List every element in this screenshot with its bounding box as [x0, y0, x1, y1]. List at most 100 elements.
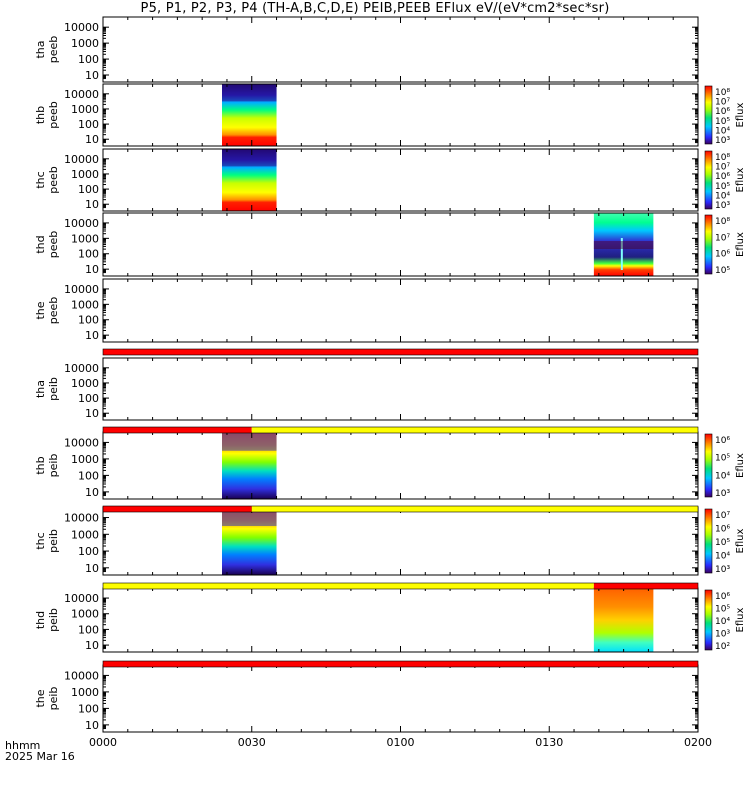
y-tick-label: 10 — [85, 562, 99, 575]
colorbar-tick-label: 10³ — [715, 201, 730, 211]
panel-product-label: peeb — [47, 297, 60, 325]
y-tick-label: 10 — [85, 133, 99, 146]
colorbar-label: Eflux — [735, 167, 746, 192]
y-tick-label: 100 — [78, 248, 99, 261]
y-tick-label: 1000 — [71, 168, 99, 181]
colorbar-tick-label: 10⁷ — [715, 511, 730, 521]
panel-product-label: peib — [47, 454, 60, 478]
y-tick-label: 100 — [78, 702, 99, 715]
colorbar — [704, 214, 713, 275]
colorbar-tick-label: 10² — [715, 642, 730, 652]
panel-frame — [102, 431, 699, 500]
spectrogram-noise — [222, 84, 277, 102]
colorbar — [704, 85, 713, 145]
y-tick-label: 10000 — [64, 153, 99, 166]
panel-product-label: peib — [47, 687, 60, 711]
y-tick-label: 1000 — [71, 453, 99, 466]
quality-bar-segment — [251, 506, 698, 512]
spectrogram-noise — [222, 432, 277, 451]
y-tick-label: 1000 — [71, 298, 99, 311]
panel-product-label: peib — [47, 377, 60, 401]
y-tick-label: 10 — [85, 407, 99, 420]
y-tick-label: 10 — [85, 639, 99, 652]
colorbar — [704, 589, 713, 651]
colorbar-tick-label: 10⁴ — [715, 126, 730, 136]
colorbar-tick-label: 10⁶ — [715, 250, 730, 260]
quality-bar-segment — [103, 427, 252, 433]
quality-bar-segment — [103, 506, 252, 512]
colorbar-tick-label: 10⁷ — [715, 163, 730, 173]
y-tick-label: 100 — [78, 545, 99, 558]
y-tick-label: 10 — [85, 719, 99, 732]
panel-probe-label: the — [34, 689, 47, 707]
panel-frame — [102, 16, 699, 83]
panel-frame — [102, 357, 699, 421]
y-tick-label: 1000 — [71, 528, 99, 541]
panel-frame — [102, 664, 699, 733]
quality-bar-frame — [102, 426, 699, 434]
y-tick-label: 1000 — [71, 377, 99, 390]
panel-product-label: peib — [47, 608, 60, 632]
colorbar-tick-label: 10⁶ — [715, 172, 730, 182]
panel-product-label: peeb — [47, 166, 60, 194]
y-tick-label: 1000 — [71, 686, 99, 699]
panel-probe-label: tha — [34, 40, 47, 58]
colorbar-tick-label: 10⁵ — [715, 117, 730, 127]
panel-probe-label: thd — [34, 235, 47, 253]
spectrogram-block — [593, 588, 654, 652]
y-tick-label: 100 — [78, 623, 99, 636]
colorbar-tick-label: 10⁵ — [715, 266, 730, 276]
y-tick-label: 10000 — [64, 217, 99, 230]
y-tick-label: 100 — [78, 183, 99, 196]
colorbar-tick-label: 10⁷ — [715, 98, 730, 108]
colorbar — [704, 433, 713, 498]
y-tick-label: 100 — [78, 118, 99, 131]
panel-frame — [102, 278, 699, 343]
y-tick-label: 10000 — [64, 362, 99, 375]
panel-frame — [102, 506, 699, 576]
y-tick-label: 1000 — [71, 232, 99, 245]
y-tick-label: 100 — [78, 53, 99, 66]
colorbar-tick-label: 10⁸ — [715, 153, 730, 163]
y-tick-label: 10 — [85, 198, 99, 211]
panel-frame — [102, 83, 699, 147]
y-tick-label: 10 — [85, 69, 99, 82]
date-label: 2025 Mar 16 — [5, 750, 75, 763]
colorbar-tick-label: 10⁵ — [715, 538, 730, 548]
colorbar-tick-label: 10³ — [715, 565, 730, 575]
y-tick-label: 10 — [85, 486, 99, 499]
colorbar-tick-label: 10⁶ — [715, 592, 730, 602]
y-tick-label: 100 — [78, 314, 99, 327]
colorbar — [704, 508, 713, 574]
y-tick-label: 1000 — [71, 103, 99, 116]
colorbar-tick-label: 10³ — [715, 136, 730, 146]
panel-product-label: peib — [47, 529, 60, 553]
spectrogram-band — [593, 241, 654, 249]
quality-bar-segment — [103, 583, 594, 589]
y-tick-label: 10 — [85, 263, 99, 276]
colorbar-tick-label: 10⁴ — [715, 191, 730, 201]
colorbar-tick-label: 10⁶ — [715, 436, 730, 446]
colorbar-label: Eflux — [735, 232, 746, 257]
colorbar-tick-label: 10³ — [715, 630, 730, 640]
quality-bar-segment — [103, 349, 698, 355]
panel-probe-label: thd — [34, 611, 47, 629]
spectrogram-noise — [222, 149, 277, 167]
y-tick-label: 10000 — [64, 88, 99, 101]
panel-product-label: peeb — [47, 101, 60, 129]
time-unit-label: hhmm — [5, 739, 41, 752]
panel-frame — [102, 148, 699, 212]
colorbar-tick-label: 10³ — [715, 489, 730, 499]
quality-bar-frame — [102, 582, 699, 590]
colorbar-tick-label: 10⁸ — [715, 217, 730, 227]
panel-probe-label: thc — [34, 171, 47, 188]
panel-probe-label: thb — [34, 456, 47, 474]
colorbar-tick-label: 10⁷ — [715, 233, 730, 243]
colorbar-label: Eflux — [735, 453, 746, 478]
x-tick-label: 0100 — [387, 736, 415, 749]
colorbar-tick-label: 10⁵ — [715, 454, 730, 464]
colorbar-label: Eflux — [735, 607, 746, 632]
quality-bar-segment — [251, 427, 698, 433]
colorbar-tick-label: 10⁴ — [715, 552, 730, 562]
panel-probe-label: thb — [34, 106, 47, 124]
